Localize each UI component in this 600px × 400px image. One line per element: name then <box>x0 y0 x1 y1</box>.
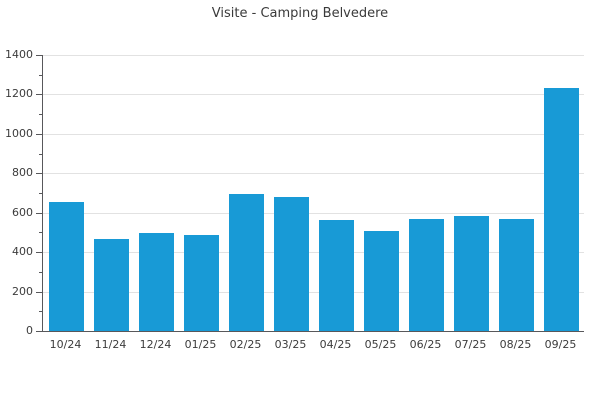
bar-11/24 <box>94 239 129 331</box>
gridline-1200 <box>43 94 584 96</box>
y-minor-tick-1300 <box>39 74 42 76</box>
y-major-tick-600 <box>36 212 42 214</box>
x-tick-label-04/25: 04/25 <box>319 338 352 351</box>
y-major-tick-0 <box>36 331 42 332</box>
y-minor-tick-1100 <box>39 114 42 116</box>
x-tick-label-05/25: 05/25 <box>364 338 397 351</box>
y-major-tick-400 <box>36 252 42 254</box>
y-minor-tick-500 <box>39 232 42 234</box>
gridline-600 <box>43 212 584 214</box>
bar-10/24 <box>49 201 84 331</box>
x-tick-label-11/24: 11/24 <box>94 338 127 351</box>
y-tick-label-1400: 1400 <box>5 48 33 61</box>
bar-02/25 <box>229 194 264 331</box>
gridline-400 <box>43 252 584 254</box>
plot-area <box>42 55 584 332</box>
x-tick-label-12/24: 12/24 <box>139 338 172 351</box>
x-tick-label-02/25: 02/25 <box>229 338 262 351</box>
y-tick-label-600: 600 <box>12 205 33 219</box>
bar-07/25 <box>454 215 489 331</box>
y-minor-tick-300 <box>39 271 42 273</box>
gridline-200 <box>43 291 584 293</box>
y-major-tick-200 <box>36 291 42 293</box>
y-major-tick-1000 <box>36 133 42 135</box>
x-tick-label-09/25: 09/25 <box>544 338 577 351</box>
bar-06/25 <box>409 218 444 331</box>
gridline-1000 <box>43 133 584 135</box>
y-major-tick-800 <box>36 173 42 175</box>
y-minor-tick-700 <box>39 193 42 194</box>
bar-04/25 <box>319 219 354 331</box>
x-tick-label-08/25: 08/25 <box>499 338 532 351</box>
x-tick-label-10/24: 10/24 <box>49 338 82 351</box>
y-major-tick-1400 <box>36 55 42 56</box>
gridline-1400 <box>43 55 584 56</box>
y-tick-label-1000: 1000 <box>5 126 33 140</box>
y-tick-label-0: 0 <box>26 324 33 337</box>
y-minor-tick-100 <box>39 311 42 313</box>
bar-03/25 <box>274 196 309 331</box>
bar-12/24 <box>139 233 174 331</box>
x-tick-label-03/25: 03/25 <box>274 338 307 351</box>
y-tick-label-200: 200 <box>12 284 33 298</box>
y-tick-label-400: 400 <box>12 245 33 259</box>
bar-05/25 <box>364 231 399 331</box>
x-tick-label-01/25: 01/25 <box>184 338 217 351</box>
y-tick-label-800: 800 <box>12 166 33 180</box>
gridline-800 <box>43 173 584 175</box>
bar-09/25 <box>544 87 579 331</box>
x-tick-label-07/25: 07/25 <box>454 338 487 351</box>
chart-title: Visite - Camping Belvedere <box>211 6 389 21</box>
x-tick-label-06/25: 06/25 <box>409 338 442 351</box>
bar-01/25 <box>184 235 219 331</box>
bar-08/25 <box>499 218 534 331</box>
y-major-tick-1200 <box>36 94 42 96</box>
y-minor-tick-900 <box>39 153 42 155</box>
y-tick-label-1200: 1200 <box>5 87 33 101</box>
